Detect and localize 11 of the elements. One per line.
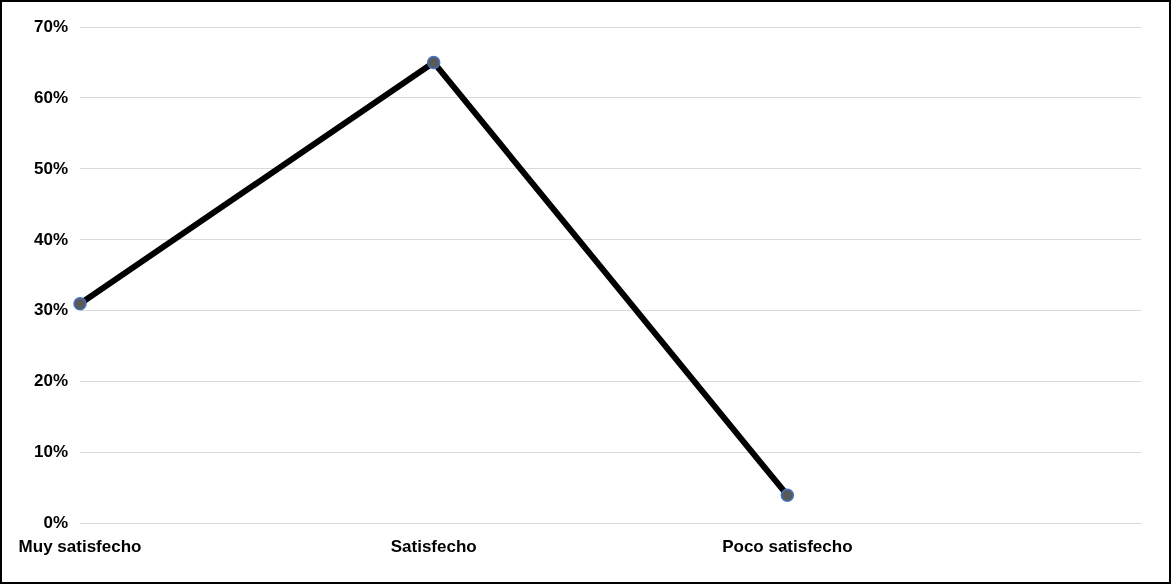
y-tick-label: 30% (33, 300, 69, 320)
y-tick-label: 20% (33, 371, 69, 391)
y-tick-label: 50% (33, 158, 69, 178)
x-tick-label: Satisfecho (390, 537, 477, 557)
y-tick-label: 60% (33, 87, 69, 107)
y-tick-label: 10% (33, 442, 69, 462)
y-tick-label: 70% (33, 16, 69, 36)
x-tick-label: Poco satisfecho (722, 537, 853, 557)
y-tick-label: 40% (33, 229, 69, 249)
y-tick-label: 0% (43, 513, 69, 533)
x-tick-label: Muy satisfecho (18, 537, 142, 557)
